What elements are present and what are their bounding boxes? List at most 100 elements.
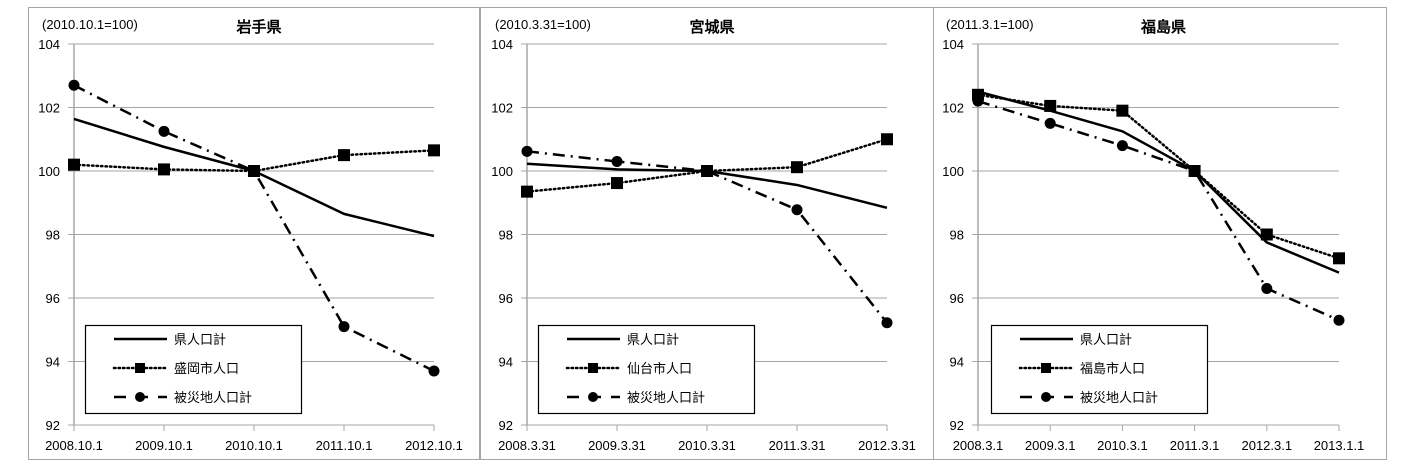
legend-label: 県人口計 [627,332,679,348]
y-tick-label: 100 [942,164,964,179]
data-point-circle [1044,117,1056,129]
data-point-circle [248,165,260,177]
panel-frame [28,7,480,460]
y-tick-label: 94 [46,355,60,370]
legend-label: 被災地人口計 [627,390,705,406]
x-tick-label: 2012.10.1 [405,438,463,453]
base-date-note: (2011.3.1=100) [946,17,1034,32]
data-point-square [521,185,533,198]
x-tick-label: 2009.3.31 [588,438,646,453]
series-line-2 [977,99,1340,322]
data-point-circle [1189,165,1201,177]
y-tick-label: 102 [942,101,964,116]
x-tick-label: 2013.1.1 [1314,438,1365,453]
y-tick-label: 104 [38,37,60,52]
series-line-2 [526,150,888,324]
legend-label: 県人口計 [1080,332,1132,348]
data-point-circle [1333,314,1345,326]
data-point-square [1116,104,1129,117]
data-point-circle [428,365,440,377]
legend-marker-square [135,363,145,373]
chart-title: 宮城県 [689,18,734,36]
y-tick-label: 94 [950,355,964,370]
x-tick-label: 2011.3.1 [1170,438,1220,453]
data-point-circle [338,321,350,333]
data-point-circle [791,204,803,216]
y-tick-label: 98 [950,228,964,243]
data-point-circle [1116,140,1128,152]
x-tick-label: 2012.3.31 [858,438,916,453]
series-line-0 [73,117,435,238]
y-tick-label: 98 [499,228,513,243]
y-tick-label: 102 [38,101,60,116]
data-point-circle [972,95,984,107]
y-tick-label: 92 [950,418,964,433]
y-tick-label: 104 [942,37,964,52]
x-tick-label: 2010.10.1 [225,438,283,453]
data-point-circle [521,145,533,157]
chart-title: 福島県 [1140,18,1186,36]
x-tick-label: 2009.3.1 [1025,438,1076,453]
legend-label: 福島市人口 [1080,361,1145,377]
data-point-square [881,133,893,146]
data-point-square [611,177,623,190]
chart-title: 岩手県 [235,18,281,36]
data-point-square [338,149,350,162]
data-point-square [158,163,170,176]
y-tick-label: 92 [499,418,513,433]
legend-label: 県人口計 [174,332,226,348]
legend-marker-square [588,363,598,373]
y-tick-label: 104 [491,37,513,52]
y-tick-label: 96 [499,291,513,306]
legend-label: 被災地人口計 [1080,390,1158,406]
y-tick-label: 96 [950,291,964,306]
x-tick-label: 2009.10.1 [135,438,193,453]
x-tick-label: 2011.3.31 [769,438,826,453]
data-point-square [1333,252,1345,265]
legend-label: 被災地人口計 [174,390,252,406]
chart-panel-0: 92 94 96 98 100 102 104 2008.10.1 2009.10.1 2010.… [28,7,480,460]
x-tick-label: 2008.3.1 [953,438,1004,453]
chart-panel-1: 92 94 96 98 100 102 104 2008.3.31 2009.3.31 2010.… [480,7,934,460]
legend-marker-circle [1041,392,1051,402]
legend-label: 仙台市人口 [627,361,692,377]
x-tick-label: 2010.3.31 [678,438,736,453]
y-tick-label: 96 [46,291,60,306]
x-tick-label: 2010.3.1 [1097,438,1148,453]
data-point-square [791,161,803,174]
x-tick-label: 2008.3.31 [498,438,556,453]
y-tick-label: 92 [46,418,60,433]
legend-marker-square [1041,363,1051,373]
data-point-circle [68,79,80,91]
y-tick-label: 98 [46,228,60,243]
data-point-circle [158,125,170,137]
y-tick-label: 100 [491,164,513,179]
data-point-circle [611,155,623,167]
y-tick-label: 94 [499,355,513,370]
base-date-note: (2010.10.1=100) [42,17,138,32]
chart-panel-2: 92 94 96 98 100 102 104 2008.3.1 2009.3.1 2010.3.… [933,7,1387,460]
data-point-circle [881,317,893,329]
base-date-note: (2010.3.31=100) [495,17,591,32]
x-tick-label: 2012.3.1 [1241,438,1292,453]
data-point-circle [701,165,713,177]
data-point-circle [1261,282,1273,294]
data-point-square [1260,228,1273,241]
y-tick-label: 102 [491,101,513,116]
y-tick-label: 100 [38,164,60,179]
x-tick-label: 2008.10.1 [45,438,103,453]
legend-marker-circle [135,392,145,402]
panel-frame [933,7,1387,460]
data-point-square [1044,99,1057,112]
data-point-square [68,158,80,171]
x-tick-label: 2011.10.1 [316,438,373,453]
legend-label: 盛岡市人口 [174,361,239,377]
series-line-1 [976,93,1341,260]
data-point-square [428,144,440,157]
series-line-0 [977,90,1340,274]
legend-marker-circle [588,392,598,402]
